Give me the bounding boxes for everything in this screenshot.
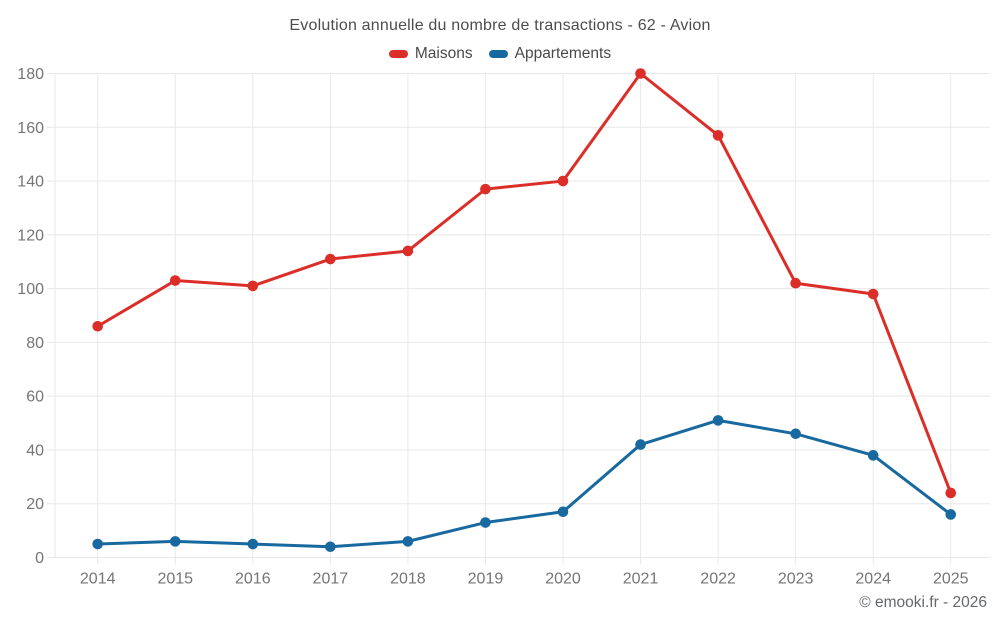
data-point-appartements (557, 506, 569, 518)
x-tick-label: 2023 (778, 571, 814, 588)
x-tick-label: 2025 (933, 571, 969, 588)
copyright: © emooki.fr - 2026 (859, 594, 987, 611)
legend-swatch-icon (388, 50, 408, 58)
data-point-appartements (402, 536, 414, 547)
data-point-maisons (325, 253, 336, 265)
data-point-maisons (712, 130, 724, 141)
data-point-maisons (557, 175, 569, 187)
legend-item-maisons[interactable]: Maisons (388, 45, 473, 63)
data-point-appartements (169, 536, 181, 547)
data-point-appartements (945, 509, 957, 520)
y-tick-label: 20 (26, 496, 44, 513)
x-tick-label: 2024 (855, 571, 891, 588)
legend: Maisons Appartements (0, 45, 1000, 63)
x-tick-label: 2022 (700, 571, 736, 588)
data-point-maisons (635, 68, 646, 79)
legend-label: Maisons (414, 45, 473, 62)
data-point-appartements (635, 439, 646, 450)
data-point-appartements (480, 517, 491, 528)
data-point-appartements (92, 538, 103, 550)
x-tick-label: 2019 (468, 571, 504, 588)
x-tick-label: 2018 (390, 571, 426, 588)
y-tick-label: 120 (17, 227, 44, 244)
data-point-appartements (325, 541, 336, 553)
x-tick-label: 2014 (80, 571, 116, 588)
y-tick-label: 140 (17, 174, 44, 191)
x-tick-label: 2017 (313, 571, 349, 588)
series-line-maisons (96, 72, 953, 495)
y-tick-label: 180 (17, 66, 44, 83)
data-point-appartements (790, 428, 801, 440)
y-tick-label: 80 (26, 335, 44, 352)
x-tick-label: 2016 (235, 571, 271, 588)
y-tick-label: 0 (35, 550, 44, 567)
data-point-maisons (790, 277, 801, 289)
data-point-maisons (92, 320, 103, 332)
data-point-maisons (867, 288, 879, 300)
x-tick-label: 2020 (545, 571, 581, 588)
data-point-maisons (169, 275, 181, 286)
data-point-maisons (402, 245, 414, 257)
data-point-maisons (247, 280, 259, 292)
series-line-appartements (96, 418, 953, 549)
chart-title: Evolution annuelle du nombre de transact… (289, 17, 711, 34)
data-point-appartements (247, 538, 259, 550)
legend-item-appartements[interactable]: Appartements (488, 45, 612, 63)
x-tick-label: 2021 (623, 571, 659, 588)
y-tick-label: 60 (26, 389, 44, 406)
legend-label: Appartements (514, 45, 612, 62)
y-tick-label: 100 (17, 281, 44, 298)
data-point-appartements (712, 415, 724, 426)
data-point-maisons (945, 487, 957, 499)
data-point-appartements (867, 450, 879, 461)
legend-swatch-icon (488, 50, 508, 58)
data-point-maisons (480, 183, 491, 195)
y-tick-label: 160 (17, 120, 44, 137)
y-tick-label: 40 (26, 442, 44, 459)
x-tick-label: 2015 (157, 571, 193, 588)
